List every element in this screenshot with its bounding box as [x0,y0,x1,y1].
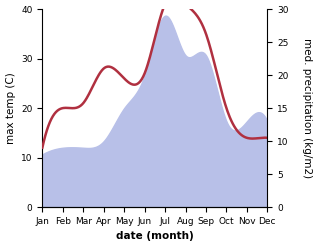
Y-axis label: max temp (C): max temp (C) [5,72,16,144]
Y-axis label: med. precipitation (kg/m2): med. precipitation (kg/m2) [302,38,313,178]
X-axis label: date (month): date (month) [116,231,194,242]
